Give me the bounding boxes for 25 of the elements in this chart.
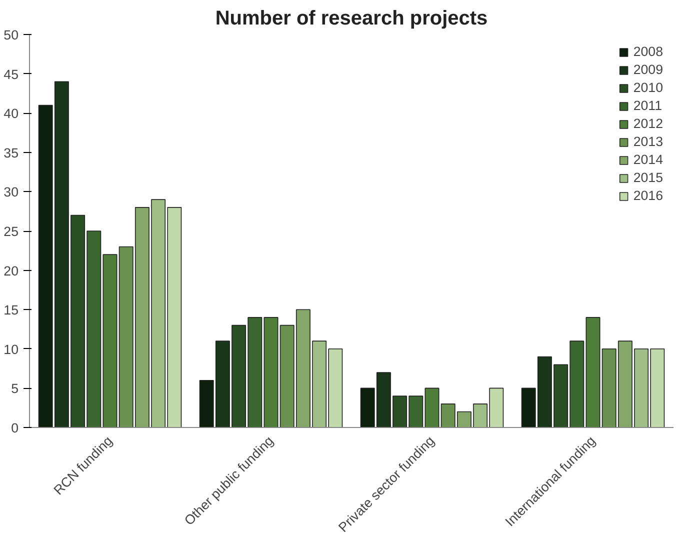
- legend-label: 2008: [633, 44, 663, 59]
- y-tick-label: 15: [4, 302, 19, 318]
- y-tick-label: 0: [11, 420, 19, 436]
- y-tick-label: 30: [4, 184, 19, 200]
- y-tick-label: 20: [4, 263, 19, 278]
- legend-label: 2015: [633, 170, 663, 185]
- legend-label: 2013: [633, 134, 663, 149]
- bar: [102, 254, 118, 428]
- y-tick-label: 10: [4, 342, 19, 357]
- legend-label: 2012: [633, 116, 663, 131]
- legend-label: 2009: [633, 62, 663, 77]
- y-tick-label: 35: [4, 145, 19, 160]
- y-tick-label: 25: [4, 224, 19, 239]
- y-tick-label: 50: [4, 28, 19, 42]
- bar: [586, 317, 600, 428]
- legend-label: 2011: [633, 98, 662, 113]
- chart-title: Number of research projects: [215, 8, 488, 30]
- legend-label: 2014: [633, 152, 663, 167]
- bar: [264, 317, 278, 428]
- legend-label: 2010: [633, 80, 663, 95]
- y-tick-label: 40: [4, 106, 19, 122]
- y-tick-label: 5: [11, 381, 19, 396]
- y-tick-label: 45: [4, 66, 19, 82]
- legend-label: 2016: [633, 188, 663, 203]
- bar: [424, 388, 440, 428]
